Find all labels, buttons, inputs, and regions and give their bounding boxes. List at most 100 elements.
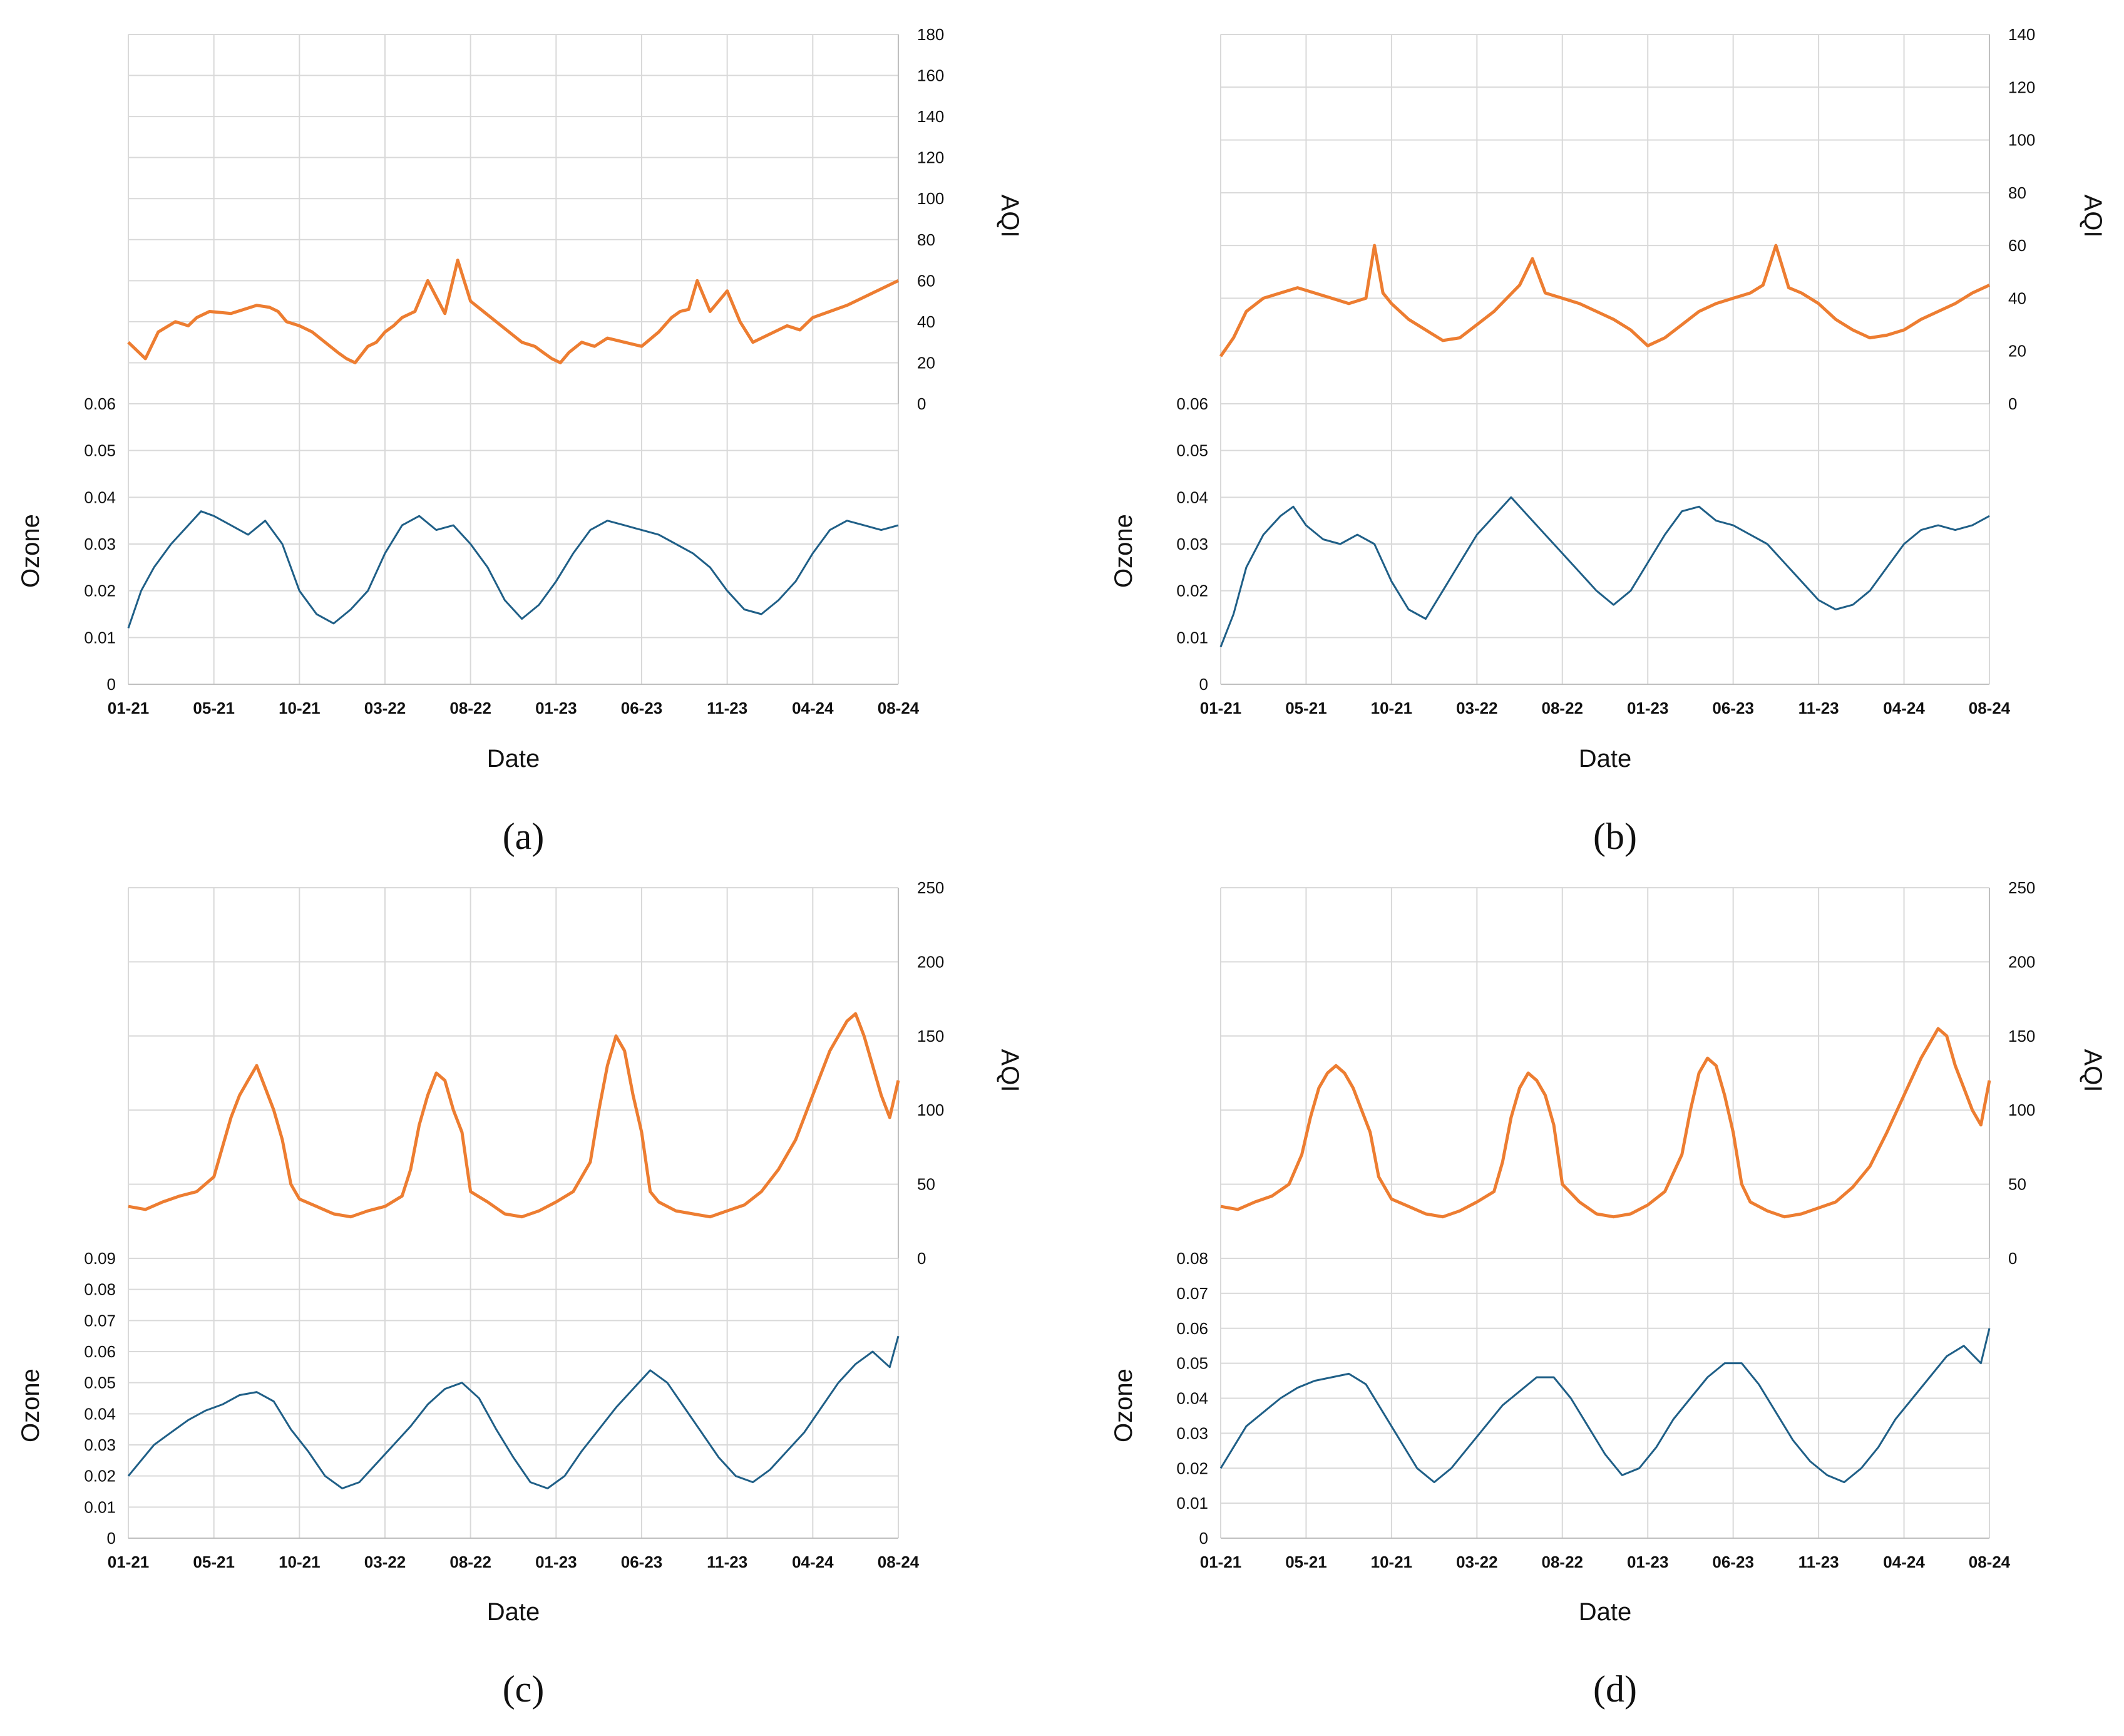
p0-aqi-ylabel: AQI bbox=[996, 195, 1024, 238]
p1-ozone-ytick-0: 0 bbox=[1199, 675, 1208, 694]
p0-xtick-7: 11-23 bbox=[707, 699, 747, 717]
p0-ozone-ytick-2: 0.02 bbox=[84, 582, 116, 600]
panel-label-d: (d) bbox=[1593, 1668, 1637, 1710]
p2-ozone-ytick-4: 0.04 bbox=[84, 1404, 116, 1423]
p3-aqi-ytick-2: 100 bbox=[2008, 1101, 2035, 1119]
p0-ozone-ytick-0: 0 bbox=[107, 675, 116, 694]
p0-ozone-ytick-1: 0.01 bbox=[84, 628, 116, 647]
p1-xtick-4: 08-22 bbox=[1542, 699, 1584, 717]
p1-aqi-ytick-4: 80 bbox=[2008, 183, 2026, 202]
p0-aqi-series-line bbox=[127, 259, 900, 364]
p1-aqi-ytick-2: 40 bbox=[2008, 289, 2026, 307]
p1-xtick-3: 03-22 bbox=[1456, 699, 1498, 717]
p3-xtick-8: 04-24 bbox=[1883, 1553, 1925, 1571]
p3-ozone-ytick-5: 0.05 bbox=[1176, 1354, 1208, 1373]
p0-xtick-0: 01-21 bbox=[108, 699, 150, 717]
p0-aqi-ytick-4: 80 bbox=[917, 230, 935, 249]
p1-ozone-series-line bbox=[1219, 496, 1990, 647]
p1-ozone-ytick-1: 0.01 bbox=[1176, 628, 1208, 647]
p2-aqi-ylabel: AQI bbox=[996, 1049, 1024, 1092]
p2-xlabel: Date bbox=[487, 1598, 540, 1626]
p3-ozone-ytick-8: 0.08 bbox=[1176, 1249, 1208, 1268]
p0-xtick-2: 10-21 bbox=[279, 699, 321, 717]
panel-label-b: (b) bbox=[1593, 816, 1637, 857]
p1-aqi-ytick-5: 100 bbox=[2008, 131, 2035, 150]
p2-ozone-ylabel: Ozone bbox=[17, 1369, 44, 1442]
p3-xtick-1: 05-21 bbox=[1285, 1553, 1327, 1571]
panel-label-c: (c) bbox=[502, 1668, 545, 1710]
p0-aqi-ytick-1: 20 bbox=[917, 353, 935, 372]
p3-aqi-ytick-5: 250 bbox=[2008, 878, 2035, 897]
p2-xtick-9: 08-24 bbox=[878, 1553, 920, 1571]
p2-aqi-ytick-5: 250 bbox=[917, 878, 944, 897]
p1-ozone-ytick-3: 0.03 bbox=[1176, 535, 1208, 553]
p1-aqi-ytick-3: 60 bbox=[2008, 236, 2026, 255]
p3-aqi-series-line bbox=[1220, 1027, 1991, 1219]
p0-aqi-ytick-9: 180 bbox=[917, 25, 944, 44]
p3-aqi-ytick-1: 50 bbox=[2008, 1175, 2026, 1194]
p1-xtick-5: 01-23 bbox=[1627, 699, 1669, 717]
p2-ozone-ytick-2: 0.02 bbox=[84, 1467, 116, 1486]
p1-xtick-0: 01-21 bbox=[1200, 699, 1242, 717]
p2-xtick-4: 08-22 bbox=[449, 1553, 491, 1571]
p2-xtick-6: 06-23 bbox=[621, 1553, 663, 1571]
p2-xtick-0: 01-21 bbox=[108, 1553, 150, 1571]
p2-ozone-ytick-8: 0.08 bbox=[84, 1280, 116, 1299]
p1-xtick-1: 05-21 bbox=[1285, 699, 1327, 717]
p2-ozone-ytick-9: 0.09 bbox=[84, 1249, 116, 1268]
p3-ozone-series-line bbox=[1219, 1328, 1991, 1484]
p2-aqi-series-line bbox=[128, 1012, 900, 1219]
p2-ozone-ytick-0: 0 bbox=[107, 1529, 116, 1548]
p2-xtick-3: 03-22 bbox=[364, 1553, 406, 1571]
p1-xlabel: Date bbox=[1579, 745, 1632, 773]
p0-aqi-ytick-3: 60 bbox=[917, 271, 935, 290]
p0-ozone-ytick-5: 0.05 bbox=[84, 441, 116, 460]
p0-xtick-5: 01-23 bbox=[535, 699, 577, 717]
p0-xlabel: Date bbox=[487, 745, 540, 773]
p3-aqi-ytick-3: 150 bbox=[2008, 1027, 2035, 1045]
p2-aqi-ytick-0: 0 bbox=[917, 1249, 926, 1268]
p3-ozone-ylabel: Ozone bbox=[1110, 1369, 1137, 1442]
p1-xtick-2: 10-21 bbox=[1371, 699, 1413, 717]
p1-aqi-ytick-6: 120 bbox=[2008, 78, 2035, 96]
p1-aqi-ytick-1: 20 bbox=[2008, 342, 2026, 361]
p0-xtick-4: 08-22 bbox=[449, 699, 491, 717]
p1-ozone-ytick-4: 0.04 bbox=[1176, 488, 1208, 506]
p3-ozone-ytick-3: 0.03 bbox=[1176, 1424, 1208, 1442]
p0-aqi-ytick-5: 100 bbox=[917, 189, 944, 208]
p0-xtick-8: 04-24 bbox=[792, 699, 834, 717]
p3-ozone-ytick-1: 0.01 bbox=[1176, 1494, 1208, 1513]
p0-ozone-ytick-3: 0.03 bbox=[84, 535, 116, 553]
p3-xtick-0: 01-21 bbox=[1200, 1553, 1242, 1571]
p1-aqi-ylabel: AQI bbox=[2079, 195, 2106, 238]
p0-aqi-ytick-0: 0 bbox=[917, 394, 926, 413]
p0-ozone-series-line bbox=[127, 510, 899, 629]
p0-aqi-ytick-7: 140 bbox=[917, 107, 944, 126]
p1-xtick-6: 06-23 bbox=[1712, 699, 1754, 717]
p1-ozone-ytick-6: 0.06 bbox=[1176, 394, 1208, 413]
p3-ozone-ytick-4: 0.04 bbox=[1176, 1389, 1208, 1408]
p3-ozone-ytick-0: 0 bbox=[1199, 1529, 1208, 1548]
p0-xtick-3: 03-22 bbox=[364, 699, 406, 717]
p2-aqi-ytick-1: 50 bbox=[917, 1175, 935, 1194]
p2-aqi-ytick-4: 200 bbox=[917, 952, 944, 971]
p3-ozone-ytick-6: 0.06 bbox=[1176, 1319, 1208, 1338]
p3-xtick-6: 06-23 bbox=[1712, 1553, 1754, 1571]
p3-xtick-3: 03-22 bbox=[1456, 1553, 1498, 1571]
p0-aqi-ytick-2: 40 bbox=[917, 312, 935, 331]
p3-xlabel: Date bbox=[1579, 1598, 1632, 1626]
p0-xtick-1: 05-21 bbox=[193, 699, 235, 717]
p3-xtick-4: 08-22 bbox=[1542, 1553, 1584, 1571]
p0-xtick-9: 08-24 bbox=[878, 699, 920, 717]
p3-ozone-ytick-2: 0.02 bbox=[1176, 1459, 1208, 1477]
p2-ozone-ytick-5: 0.05 bbox=[84, 1374, 116, 1392]
p2-aqi-ytick-3: 150 bbox=[917, 1027, 944, 1045]
p2-ozone-ytick-3: 0.03 bbox=[84, 1436, 116, 1454]
p0-ozone-ytick-4: 0.04 bbox=[84, 488, 116, 506]
p1-ozone-ytick-2: 0.02 bbox=[1176, 582, 1208, 600]
p3-xtick-9: 08-24 bbox=[1969, 1553, 2011, 1571]
p2-xtick-5: 01-23 bbox=[535, 1553, 577, 1571]
p2-xtick-7: 11-23 bbox=[707, 1553, 747, 1571]
